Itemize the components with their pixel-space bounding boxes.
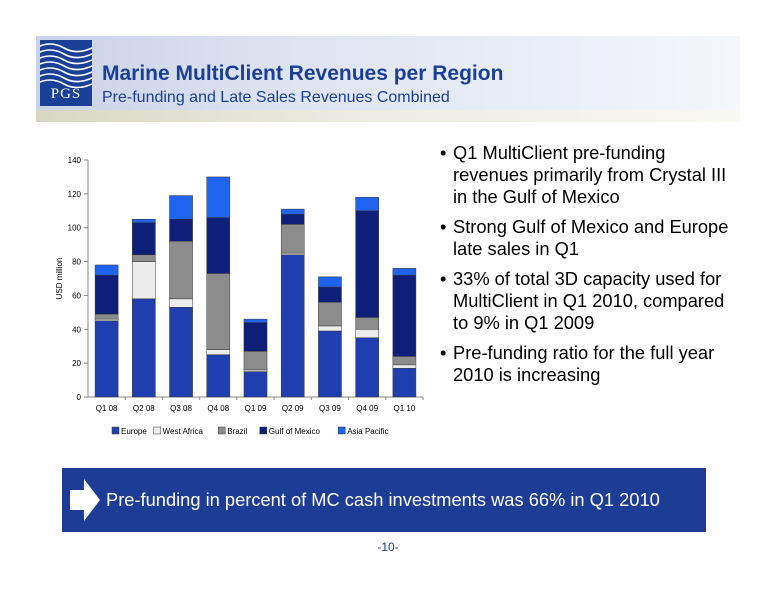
bar-segment <box>318 330 342 398</box>
bar-segment <box>94 274 119 315</box>
bar-segment <box>392 274 417 357</box>
bar-segment <box>94 318 119 322</box>
bar-segment <box>355 337 379 398</box>
bar-segment <box>206 273 231 350</box>
bar-segment <box>280 208 305 215</box>
right-arrow-icon <box>70 479 100 521</box>
bar-segment <box>243 351 268 371</box>
bar-segment <box>280 224 305 254</box>
y-tick-label: 140 <box>68 156 82 165</box>
bar-segment <box>355 329 379 339</box>
y-tick-label: 20 <box>72 359 81 368</box>
y-tick-label: 60 <box>72 291 81 300</box>
bar-segment <box>355 210 379 318</box>
x-tick-label: Q4 08 <box>207 404 229 413</box>
stacked-bar-chart: 0 20 40 60 80 100 120 140 USD million Q1 08 Q2 08 Q… <box>55 156 424 436</box>
bar-segment <box>132 254 156 262</box>
y-tick-label: 120 <box>68 190 82 199</box>
legend-swatch <box>111 426 120 435</box>
bar-segment <box>94 264 119 276</box>
header-band <box>36 36 740 110</box>
bar-segment <box>169 298 193 308</box>
header-strip <box>36 110 740 122</box>
callout-banner: Pre-funding in percent of MC cash invest… <box>62 468 706 532</box>
bar-segment <box>280 213 305 225</box>
bar-segment <box>243 371 268 398</box>
y-axis-label: USD million <box>55 258 64 300</box>
slide-title: Marine MultiClient Revenues per Region <box>102 62 504 85</box>
bar-segment <box>392 364 417 369</box>
bar-segment <box>132 222 156 256</box>
bullet-item: • Q1 MultiClient pre-funding revenues pri… <box>440 142 735 208</box>
bar-segment <box>132 219 156 223</box>
x-tick-label: Q2 08 <box>133 404 155 413</box>
bar-segment <box>355 196 379 212</box>
legend-label: Europe <box>121 427 147 436</box>
bar-segment <box>392 268 417 276</box>
bar-segment <box>392 356 417 366</box>
bar-segment <box>206 354 231 398</box>
bar-segment <box>280 252 305 256</box>
bar-segment <box>206 349 231 355</box>
bullet-item: • 33% of total 3D capacity used for Multi… <box>440 268 735 334</box>
legend-swatch <box>217 426 226 435</box>
bar-segment <box>132 261 156 300</box>
bullet-marker: • <box>440 142 447 163</box>
x-tick-label: Q2 09 <box>282 404 304 413</box>
bar-segment <box>94 320 119 398</box>
x-tick-label: Q4 09 <box>356 404 378 413</box>
bar-segment <box>318 325 342 332</box>
legend-label: West Africa <box>163 427 204 436</box>
bullet-item: • Pre-funding ratio for the full year 201… <box>440 342 735 386</box>
bullet-marker: • <box>440 268 447 289</box>
x-tick-label: Q3 08 <box>170 404 192 413</box>
x-tick-label: Q1 09 <box>245 404 267 413</box>
legend-swatch <box>259 426 268 435</box>
bullet-text: Q1 MultiClient pre-funding revenues prim… <box>453 142 727 207</box>
bullet-text: Strong Gulf of Mexico and Europe late sa… <box>453 216 729 259</box>
bar-segment <box>243 318 268 323</box>
bar-segment <box>318 301 342 327</box>
pgs-logo: PGS <box>40 40 92 106</box>
bar-segment <box>132 298 156 398</box>
bar-segment <box>243 369 268 372</box>
bar-segment <box>206 217 231 274</box>
wave-lines-icon <box>40 43 92 89</box>
bar-segment <box>94 313 119 320</box>
logo-text: PGS <box>50 86 82 102</box>
bar-segment <box>318 286 342 303</box>
bar-segment <box>355 317 379 330</box>
legend-label: Brazil <box>227 427 247 436</box>
y-tick-label: 100 <box>68 224 82 233</box>
bullet-marker: • <box>440 342 447 363</box>
bar-segment <box>318 276 342 288</box>
bar-segment <box>169 307 193 398</box>
page-number: -10- <box>377 540 399 554</box>
bullet-list: • Q1 MultiClient pre-funding revenues pri… <box>440 142 735 394</box>
x-tick-label: Q3 09 <box>319 404 341 413</box>
bar-segment <box>169 219 193 242</box>
y-tick-label: 80 <box>72 258 81 267</box>
legend-swatch <box>337 426 346 435</box>
y-tick-label: 40 <box>72 325 81 334</box>
bar-segment <box>169 195 193 220</box>
bar-segment <box>243 322 268 352</box>
bar-segment <box>206 176 231 218</box>
legend-label: Gulf of Mexico <box>269 427 321 436</box>
bullet-marker: • <box>440 216 447 237</box>
slide-subtitle: Pre-funding and Late Sales Revenues Comb… <box>102 89 450 106</box>
bullet-text: 33% of total 3D capacity used for MultiC… <box>453 268 725 333</box>
x-tick-label: Q1 10 <box>393 404 415 413</box>
bar-segment <box>280 254 305 398</box>
x-tick-label: Q1 08 <box>96 404 118 413</box>
bar-segment <box>392 367 417 398</box>
banner-text: Pre-funding in percent of MC cash invest… <box>106 489 660 510</box>
bar-segment <box>169 241 193 300</box>
legend-label: Asia Pacific <box>347 427 388 436</box>
bullet-item: • Strong Gulf of Mexico and Europe late s… <box>440 216 735 260</box>
bullet-text: Pre-funding ratio for the full year 2010… <box>453 342 715 385</box>
legend-swatch <box>153 426 161 435</box>
y-tick-label: 0 <box>77 393 82 402</box>
